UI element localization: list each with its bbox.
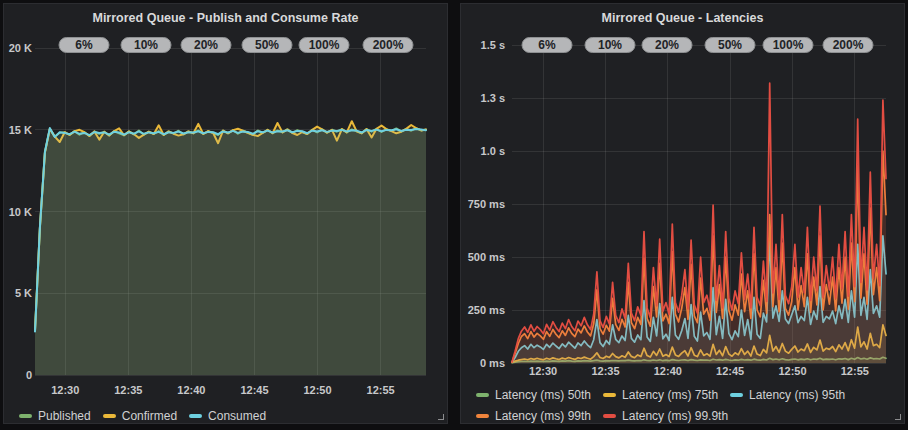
legend-series-label: Latency (ms) 75th bbox=[622, 388, 718, 402]
annotation-pill[interactable]: 100% bbox=[299, 37, 350, 53]
y-axis-label: 1.5 s bbox=[481, 39, 505, 51]
x-axis-label: 12:40 bbox=[177, 384, 205, 396]
x-axis-label: 12:50 bbox=[778, 365, 806, 377]
legend-series-label: Latency (ms) 95th bbox=[749, 388, 845, 402]
panel-latencies: Mirrored Queue - Latencies 1.5 s1.3 s1.0… bbox=[460, 3, 905, 424]
annotation-pill[interactable]: 10% bbox=[121, 37, 172, 53]
y-axis-label: 20 K bbox=[9, 42, 32, 54]
legend-item[interactable]: Confirmed bbox=[103, 409, 177, 423]
legend-item[interactable]: Latency (ms) 99.9th bbox=[603, 409, 728, 423]
annotation-pill[interactable]: 200% bbox=[363, 37, 414, 53]
x-axis-label: 12:35 bbox=[591, 365, 619, 377]
latency-chart[interactable]: 1.5 s 1.3 s 1.0 s 750 ms 500 ms 250 ms 0 ms 12:… bbox=[461, 4, 906, 425]
annotation-pill[interactable]: 50% bbox=[705, 37, 756, 53]
annotation-pill[interactable]: 10% bbox=[585, 37, 636, 53]
x-axis-label: 12:55 bbox=[841, 365, 869, 377]
latency-legend: Latency (ms) 50th Latency (ms) 75th Latenc… bbox=[476, 384, 857, 426]
y-axis-label: 0 bbox=[26, 369, 32, 381]
panel-publish-consume-rate: Mirrored Queue - Publish and Consume Rat… bbox=[3, 3, 448, 424]
legend-item[interactable]: Latency (ms) 99th bbox=[476, 409, 591, 423]
annotation-pill[interactable]: 200% bbox=[823, 37, 874, 53]
annotation-pill[interactable]: 100% bbox=[763, 37, 814, 53]
panel-resize-handle[interactable] bbox=[895, 414, 901, 420]
y-axis-label: 0 ms bbox=[480, 357, 505, 369]
x-axis-label: 12:55 bbox=[367, 384, 395, 396]
legend-series-label: Confirmed bbox=[122, 409, 177, 423]
x-axis-label: 12:50 bbox=[303, 384, 331, 396]
legend-item[interactable]: Latency (ms) 50th bbox=[476, 388, 591, 402]
annotation-pill[interactable]: 20% bbox=[181, 37, 232, 53]
legend-series-label: Published bbox=[38, 409, 91, 423]
y-axis-label: 5 K bbox=[15, 287, 32, 299]
y-axis-label: 15 K bbox=[9, 124, 32, 136]
legend-item[interactable]: Latency (ms) 75th bbox=[603, 388, 718, 402]
legend-series-label: Consumed bbox=[208, 409, 266, 423]
y-axis-label: 750 ms bbox=[468, 198, 505, 210]
legend-series-dash bbox=[476, 393, 489, 397]
rate-legend: Published Confirmed Consumed bbox=[19, 405, 278, 426]
legend-item[interactable]: Consumed bbox=[189, 409, 266, 423]
legend-series-dash bbox=[189, 414, 202, 418]
x-axis-label: 12:45 bbox=[240, 384, 268, 396]
legend-series-label: Latency (ms) 50th bbox=[495, 388, 591, 402]
legend-series-dash bbox=[730, 393, 743, 397]
annotation-pill[interactable]: 20% bbox=[642, 37, 693, 53]
legend-series-dash bbox=[103, 414, 116, 418]
y-axis-label: 500 ms bbox=[468, 251, 505, 263]
legend-series-dash bbox=[476, 414, 489, 418]
x-axis-label: 12:40 bbox=[654, 365, 682, 377]
legend-item[interactable]: Latency (ms) 95th bbox=[730, 388, 845, 402]
x-axis-label: 12:30 bbox=[529, 365, 557, 377]
legend-series-dash bbox=[603, 414, 616, 418]
x-axis-label: 12:30 bbox=[51, 384, 79, 396]
annotation-pill[interactable]: 6% bbox=[522, 37, 573, 53]
legend-series-label: Latency (ms) 99th bbox=[495, 409, 591, 423]
y-axis-label: 10 K bbox=[9, 206, 32, 218]
y-axis-label: 1.0 s bbox=[481, 145, 505, 157]
y-axis-label: 1.3 s bbox=[481, 92, 505, 104]
y-axis-label: 250 ms bbox=[468, 304, 505, 316]
legend-series-dash bbox=[603, 393, 616, 397]
legend-series-label: Latency (ms) 99.9th bbox=[622, 409, 728, 423]
rate-chart[interactable]: 20 K 15 K 10 K 5 K 0 12:30 12:35 12:40 12:45 12:5… bbox=[4, 4, 449, 425]
legend-item[interactable]: Published bbox=[19, 409, 91, 423]
panel-resize-handle[interactable] bbox=[438, 414, 444, 420]
x-axis-label: 12:35 bbox=[114, 384, 142, 396]
annotation-pill[interactable]: 50% bbox=[242, 37, 293, 53]
annotation-pill[interactable]: 6% bbox=[59, 37, 110, 53]
x-axis-label: 12:45 bbox=[716, 365, 744, 377]
legend-series-dash bbox=[19, 414, 32, 418]
